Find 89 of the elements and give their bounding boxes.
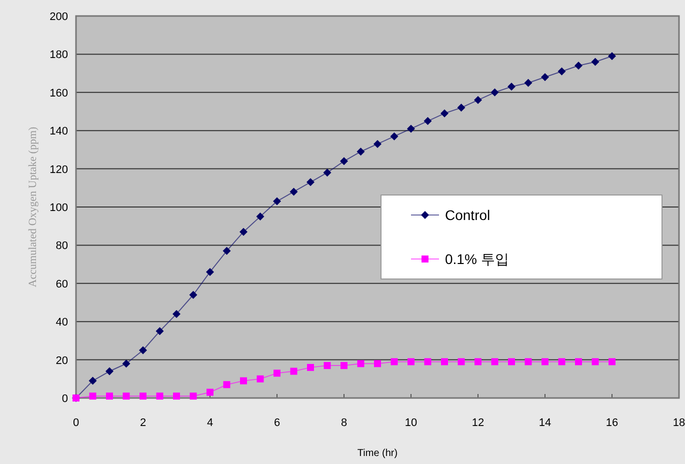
point bbox=[140, 392, 146, 400]
x-tick-label: 0 bbox=[72, 417, 80, 429]
y-tick-label: 100 bbox=[50, 202, 68, 214]
x-tick-label: 14 bbox=[538, 417, 552, 429]
point bbox=[524, 358, 532, 366]
point bbox=[424, 117, 432, 126]
point bbox=[190, 392, 197, 400]
point bbox=[490, 88, 499, 96]
x-tick-label: 12 bbox=[472, 417, 484, 429]
point bbox=[592, 358, 599, 366]
point bbox=[307, 364, 314, 371]
point bbox=[88, 376, 97, 385]
y-tick-label: 200 bbox=[50, 11, 68, 23]
point bbox=[357, 360, 364, 368]
y-tick-label: 20 bbox=[56, 354, 68, 367]
point bbox=[474, 96, 482, 104]
x-tick-label: 2 bbox=[140, 417, 146, 429]
point bbox=[122, 392, 130, 400]
point bbox=[290, 188, 298, 196]
point bbox=[206, 388, 214, 396]
x-tick-label: 10 bbox=[404, 417, 418, 429]
point bbox=[608, 52, 616, 60]
y-tick-label: 180 bbox=[50, 49, 68, 62]
point bbox=[608, 358, 616, 366]
point bbox=[374, 140, 382, 148]
point bbox=[474, 358, 482, 366]
point bbox=[274, 370, 280, 377]
point bbox=[240, 377, 247, 384]
y-tick-label: 60 bbox=[56, 278, 68, 290]
point bbox=[189, 290, 198, 299]
y-tick-label: 0 bbox=[62, 393, 68, 405]
point bbox=[290, 368, 298, 375]
point bbox=[390, 358, 398, 366]
point bbox=[156, 392, 164, 400]
point bbox=[156, 327, 164, 336]
y-axis-title: Accumulated Oxygen Uptake (ppm) bbox=[27, 126, 39, 288]
x-tick-label: 18 bbox=[672, 417, 685, 429]
point bbox=[424, 358, 432, 366]
point bbox=[106, 392, 113, 400]
point bbox=[575, 358, 582, 366]
point bbox=[491, 358, 498, 366]
legend-label: 0.1% 투입 bbox=[445, 251, 509, 267]
y-tick-label: 140 bbox=[50, 126, 68, 138]
point bbox=[206, 268, 214, 276]
x-tick-label: 16 bbox=[606, 417, 618, 429]
point bbox=[542, 358, 548, 366]
point bbox=[172, 310, 180, 318]
y-tick-label: 120 bbox=[50, 164, 68, 176]
point bbox=[256, 375, 264, 382]
point bbox=[441, 358, 448, 366]
point bbox=[541, 73, 549, 82]
x-tick-label: 6 bbox=[274, 417, 280, 429]
point bbox=[508, 82, 516, 91]
point bbox=[457, 104, 466, 112]
point bbox=[273, 197, 281, 206]
point bbox=[340, 362, 348, 370]
x-axis-title: Time (hr) bbox=[357, 448, 398, 459]
point bbox=[558, 67, 566, 76]
point bbox=[558, 358, 566, 366]
point bbox=[591, 58, 600, 66]
point bbox=[256, 212, 264, 221]
point bbox=[106, 367, 114, 376]
point bbox=[122, 360, 130, 368]
point bbox=[223, 381, 230, 388]
y-tick-label: 40 bbox=[56, 316, 68, 329]
point bbox=[222, 246, 231, 255]
point bbox=[89, 392, 96, 400]
y-tick-label: 160 bbox=[50, 87, 68, 100]
point bbox=[458, 358, 465, 366]
x-tick-label: 4 bbox=[206, 417, 214, 429]
point bbox=[173, 392, 180, 400]
point bbox=[524, 78, 532, 87]
point bbox=[408, 358, 414, 366]
y-tick-label: 80 bbox=[56, 240, 68, 252]
point bbox=[340, 157, 348, 166]
point bbox=[374, 360, 381, 368]
point bbox=[356, 148, 365, 156]
point bbox=[324, 362, 331, 370]
point bbox=[139, 346, 147, 354]
point bbox=[390, 132, 398, 140]
point bbox=[323, 168, 332, 177]
point bbox=[574, 62, 582, 70]
legend-label: Control bbox=[445, 207, 490, 223]
point bbox=[240, 228, 248, 236]
point bbox=[440, 109, 448, 118]
point bbox=[508, 358, 515, 366]
x-tick-label: 8 bbox=[340, 417, 348, 429]
point bbox=[306, 178, 314, 186]
point bbox=[407, 124, 415, 133]
